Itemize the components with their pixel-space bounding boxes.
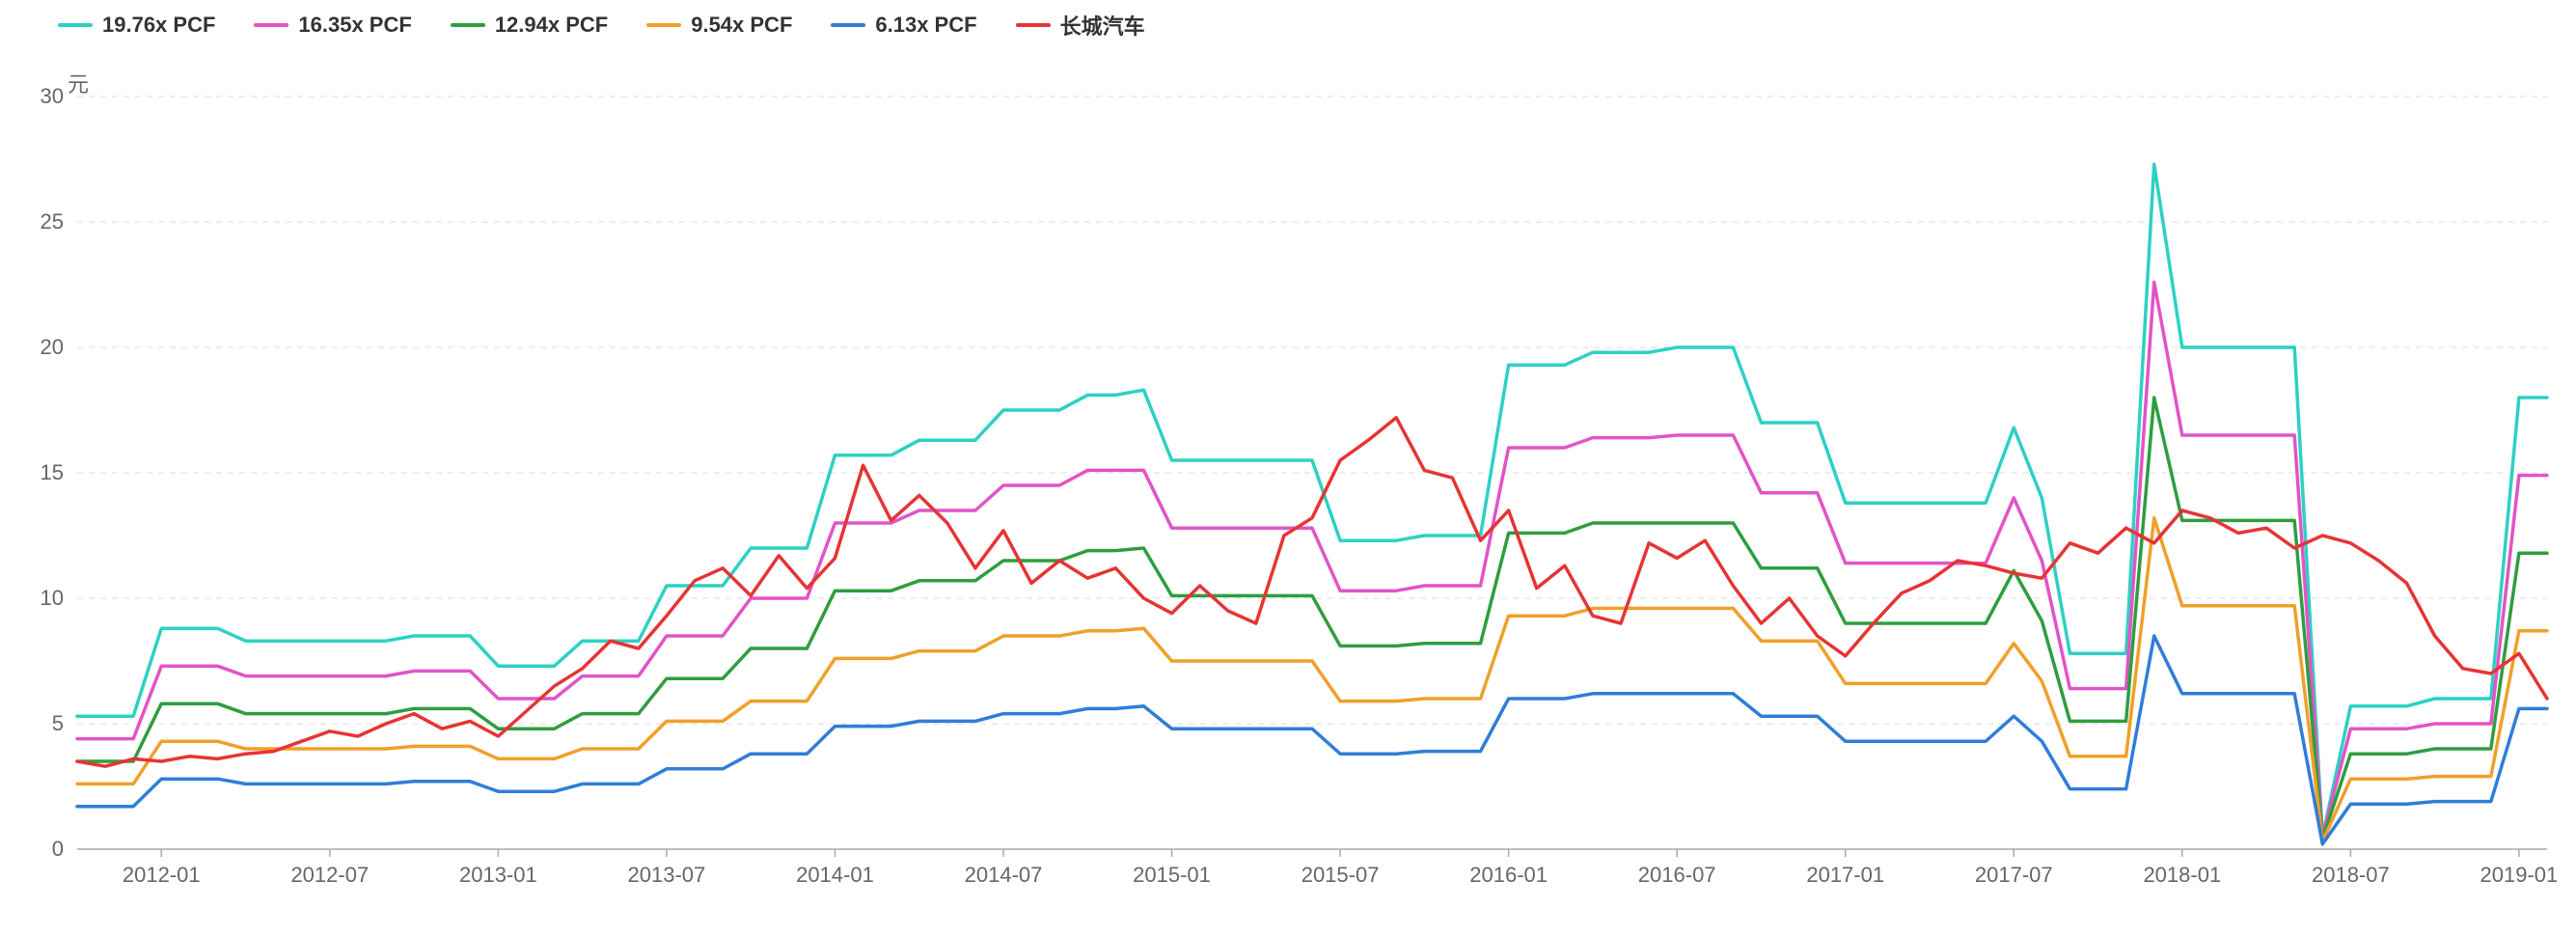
x-tick-label: 2014-01 xyxy=(796,863,874,887)
x-tick-label: 2019-01 xyxy=(2480,863,2559,887)
x-tick-label: 2014-07 xyxy=(965,863,1043,887)
x-tick-label: 2015-07 xyxy=(1302,863,1380,887)
y-tick-label: 30 xyxy=(41,84,64,108)
x-tick-label: 2017-01 xyxy=(1806,863,1884,887)
x-tick-label: 2012-07 xyxy=(290,863,369,887)
series-16.35x PCF xyxy=(77,282,2547,837)
x-tick-label: 2012-01 xyxy=(123,863,201,887)
y-tick-label: 15 xyxy=(41,460,64,484)
x-tick-label: 2013-07 xyxy=(628,863,706,887)
y-tick-label: 10 xyxy=(41,586,64,610)
x-tick-label: 2016-01 xyxy=(1469,863,1548,887)
x-tick-label: 2015-01 xyxy=(1133,863,1211,887)
y-tick-label: 20 xyxy=(41,335,64,359)
y-tick-label: 25 xyxy=(41,209,64,234)
x-tick-label: 2018-07 xyxy=(2312,863,2390,887)
x-tick-label: 2017-07 xyxy=(1975,863,2053,887)
x-tick-label: 2016-07 xyxy=(1638,863,1716,887)
x-tick-label: 2013-01 xyxy=(459,863,537,887)
y-tick-label: 0 xyxy=(52,837,64,861)
y-tick-label: 5 xyxy=(52,711,64,735)
series-6.13x PCF xyxy=(77,636,2547,844)
x-tick-label: 2018-01 xyxy=(2143,863,2221,887)
chart-plot: 0 5 10 15 20 25 30 2012-01 2012-07 2013-01 2013-07… xyxy=(0,0,2576,936)
chart-container: 19.76x PCF16.35x PCF12.94x PCF9.54x PCF6… xyxy=(0,0,2576,936)
